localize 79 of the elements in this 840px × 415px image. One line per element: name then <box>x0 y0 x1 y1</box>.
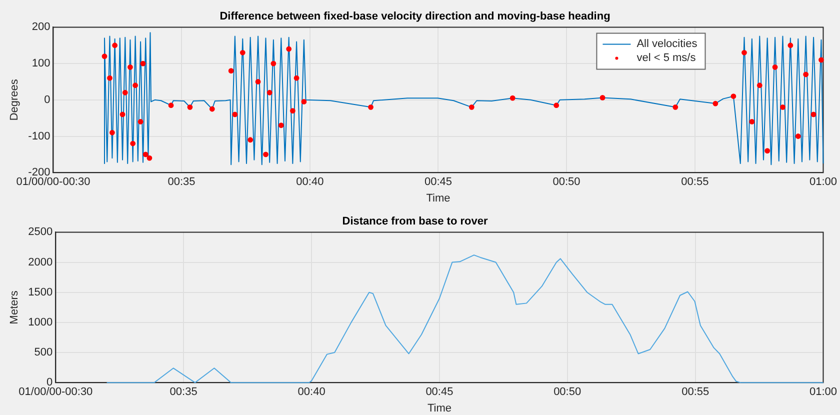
y-tick-label: 2000 <box>28 256 53 268</box>
point <box>110 130 115 136</box>
point <box>266 90 272 96</box>
y-tick-label: 2500 <box>28 226 53 238</box>
point <box>270 60 276 66</box>
point <box>510 95 516 101</box>
chart-title: Difference between fixed-base velocity direction and moving-base heading <box>220 10 610 23</box>
point <box>294 75 300 81</box>
point <box>228 68 234 74</box>
x-axis-title: Time <box>426 192 450 204</box>
point <box>764 148 770 154</box>
y-axis-title: Degrees <box>8 78 21 121</box>
point <box>140 60 146 66</box>
point <box>756 82 762 88</box>
point <box>788 42 794 48</box>
x-tick-label: 01:00 <box>809 176 837 188</box>
point <box>795 134 801 139</box>
point <box>803 72 809 78</box>
point <box>772 64 778 70</box>
x-tick-label: 00:45 <box>426 386 454 398</box>
point <box>290 108 296 114</box>
legend-label: vel < 5 ms/s <box>636 52 696 64</box>
point <box>368 104 374 110</box>
point <box>255 79 261 84</box>
x-tick-label: 01:00 <box>809 386 837 398</box>
point <box>138 119 144 124</box>
point <box>120 112 126 118</box>
x-tick-label: 00:35 <box>168 176 196 188</box>
x-tick-label: 00:55 <box>682 386 710 398</box>
y-tick-label: 0 <box>44 94 50 106</box>
point <box>128 64 133 70</box>
point <box>600 95 606 100</box>
point <box>102 54 108 59</box>
point <box>810 112 816 118</box>
point <box>554 102 560 108</box>
point <box>749 119 755 124</box>
x-tick-label: 01/00/00-00:30 <box>16 176 90 188</box>
x-tick-label: 00:55 <box>681 176 709 188</box>
chart-title: Distance from base to rover <box>342 216 488 228</box>
y-tick-label: 200 <box>32 21 50 34</box>
point <box>818 57 824 63</box>
point <box>780 104 786 110</box>
x-tick-label: 01/00/00-00:30 <box>18 386 93 398</box>
point <box>209 106 215 112</box>
x-tick-label: 00:35 <box>170 386 198 398</box>
y-tick-label: 100 <box>32 58 50 70</box>
x-tick-label: 00:50 <box>552 176 580 188</box>
point <box>142 152 148 158</box>
point <box>240 50 246 56</box>
point <box>232 112 238 118</box>
x-tick-label: 00:40 <box>298 386 326 398</box>
point <box>112 42 118 48</box>
y-tick-label: -100 <box>28 130 50 142</box>
point <box>730 94 736 99</box>
x-tick-label: 00:50 <box>554 386 582 398</box>
x-tick-label: 00:40 <box>296 176 324 188</box>
x-tick-label: 00:45 <box>424 176 452 188</box>
point <box>263 152 268 158</box>
y-axis-title: Meters <box>8 290 21 324</box>
legend-label: All velocities <box>636 38 698 50</box>
x-axis-title: Time <box>427 402 452 414</box>
point <box>286 46 292 52</box>
point <box>301 99 307 104</box>
point <box>742 50 747 56</box>
point <box>187 104 193 110</box>
y-tick-label: 1500 <box>28 286 53 298</box>
point <box>146 155 152 161</box>
point <box>712 100 718 106</box>
point <box>672 104 678 110</box>
point <box>278 122 284 128</box>
point <box>132 82 138 88</box>
point <box>107 75 112 81</box>
point <box>130 140 136 146</box>
point <box>168 102 174 108</box>
point <box>248 137 254 143</box>
y-tick-label: 1000 <box>28 316 53 328</box>
point <box>122 90 128 96</box>
y-tick-label: 500 <box>34 346 53 359</box>
point <box>468 104 474 110</box>
